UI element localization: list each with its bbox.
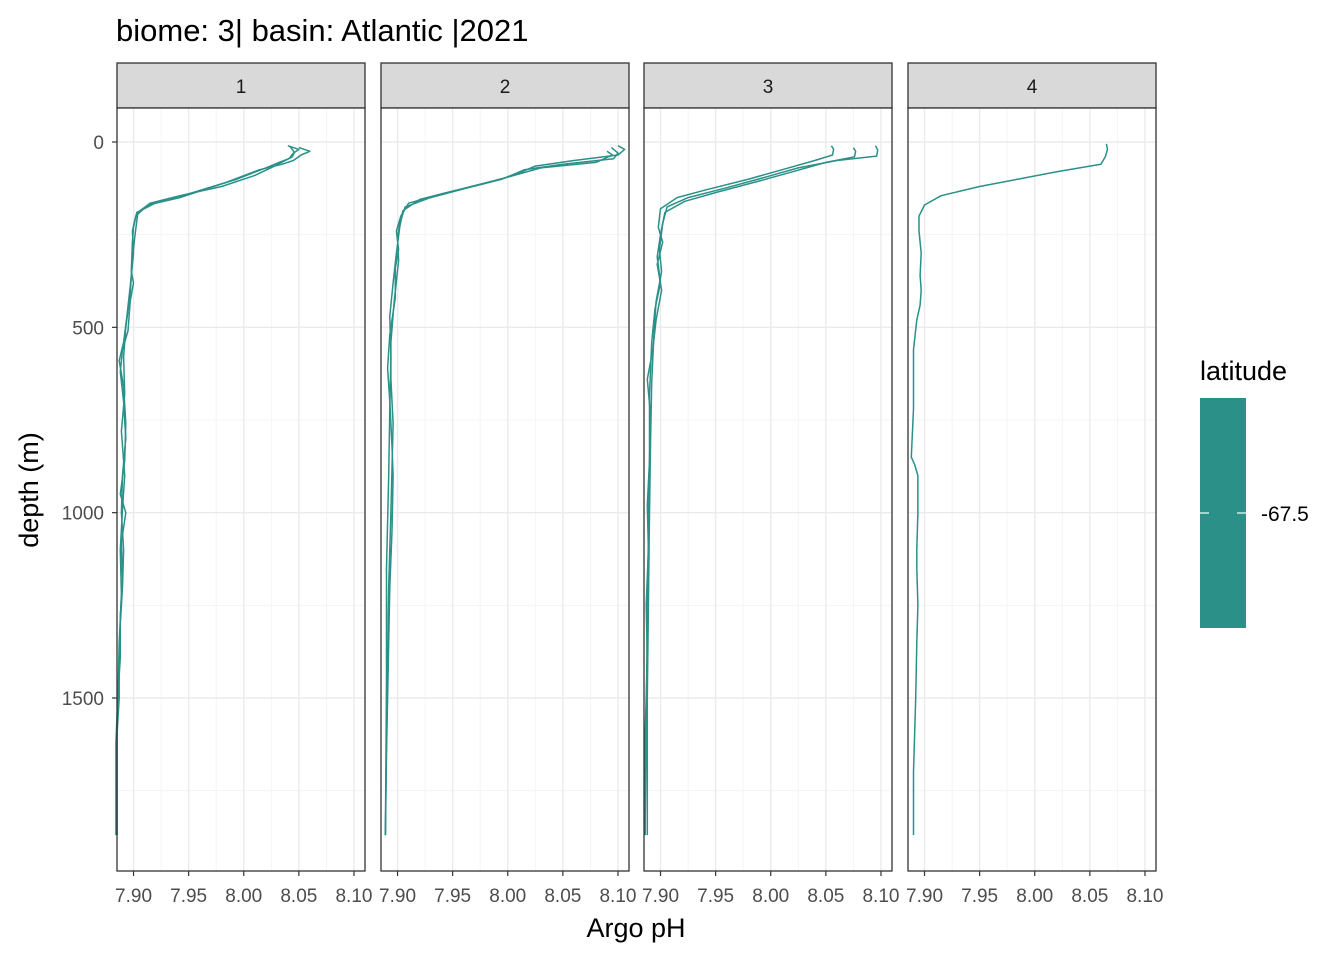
facet-panels: 1 7.90 7.95 8.00 8.05 8.10 2 7.90 7.95 8.00 8.05 8.… <box>115 62 1163 907</box>
facet-panel-3: 3 7.90 7.95 8.00 8.05 8.10 <box>642 62 899 907</box>
x-tick-label: 8.00 <box>752 886 789 907</box>
panel-border <box>907 107 1157 872</box>
x-tick-label: 7.90 <box>115 886 152 907</box>
x-tick-label: 8.10 <box>335 886 372 907</box>
x-tick-label: 7.95 <box>170 886 207 907</box>
legend-title: latitude <box>1200 356 1287 386</box>
facet-strip-label: 1 <box>236 77 247 98</box>
panel-border <box>116 107 366 872</box>
y-tick-label: 1000 <box>62 504 104 525</box>
y-axis-title: depth (m) <box>14 432 44 548</box>
x-axis-title: Argo pH <box>586 913 685 943</box>
chart-title: biome: 3| basin: Atlantic |2021 <box>116 13 528 48</box>
x-tick-label: 8.00 <box>489 886 526 907</box>
facet-panel-1: 1 7.90 7.95 8.00 8.05 8.10 <box>115 62 372 907</box>
x-tick-label: 8.00 <box>225 886 262 907</box>
panel-border <box>380 107 630 872</box>
x-tick-label: 7.95 <box>697 886 734 907</box>
x-tick-label: 7.90 <box>906 886 943 907</box>
x-tick-label: 7.90 <box>379 886 416 907</box>
y-tick-label: 1500 <box>62 689 104 710</box>
profile-line-1-3 <box>115 145 296 836</box>
profile-line-3-3 <box>646 145 879 836</box>
profile-line-2-3 <box>384 150 614 836</box>
y-tick-label: 500 <box>72 318 104 339</box>
x-tick-label: 7.90 <box>642 886 679 907</box>
x-tick-label: 8.00 <box>1016 886 1053 907</box>
x-tick-label: 8.10 <box>599 886 636 907</box>
legend: latitude -67.5 <box>1200 356 1309 628</box>
panel-background <box>644 108 892 871</box>
facet-strip <box>380 62 630 109</box>
panel-background <box>908 108 1156 871</box>
x-tick-label: 8.05 <box>544 886 581 907</box>
x-tick-label: 8.05 <box>1071 886 1108 907</box>
x-tick-label: 7.95 <box>434 886 471 907</box>
facet-panel-2: 2 7.90 7.95 8.00 8.05 8.10 <box>379 62 636 907</box>
x-tick-label: 8.10 <box>1126 886 1163 907</box>
facet-strip <box>116 62 366 109</box>
x-tick-label: 8.05 <box>280 886 317 907</box>
facet-strip-label: 4 <box>1027 77 1038 98</box>
profile-line-4-1 <box>910 143 1109 836</box>
facet-strip-label: 2 <box>500 77 511 98</box>
facet-strip <box>907 62 1157 109</box>
x-tick-label: 8.05 <box>807 886 844 907</box>
legend-label: -67.5 <box>1261 503 1309 526</box>
panel-background <box>381 108 629 871</box>
facet-strip-label: 3 <box>763 77 774 98</box>
panel-border <box>643 107 893 872</box>
panel-background <box>117 108 365 871</box>
facet-panel-4: 4 7.90 7.95 8.00 8.05 8.10 <box>906 62 1163 907</box>
x-tick-label: 7.95 <box>961 886 998 907</box>
y-axis: 0 500 1000 1500 <box>62 133 117 710</box>
y-tick-label: 0 <box>93 133 104 154</box>
facet-strip <box>643 62 893 109</box>
x-tick-label: 8.10 <box>862 886 899 907</box>
